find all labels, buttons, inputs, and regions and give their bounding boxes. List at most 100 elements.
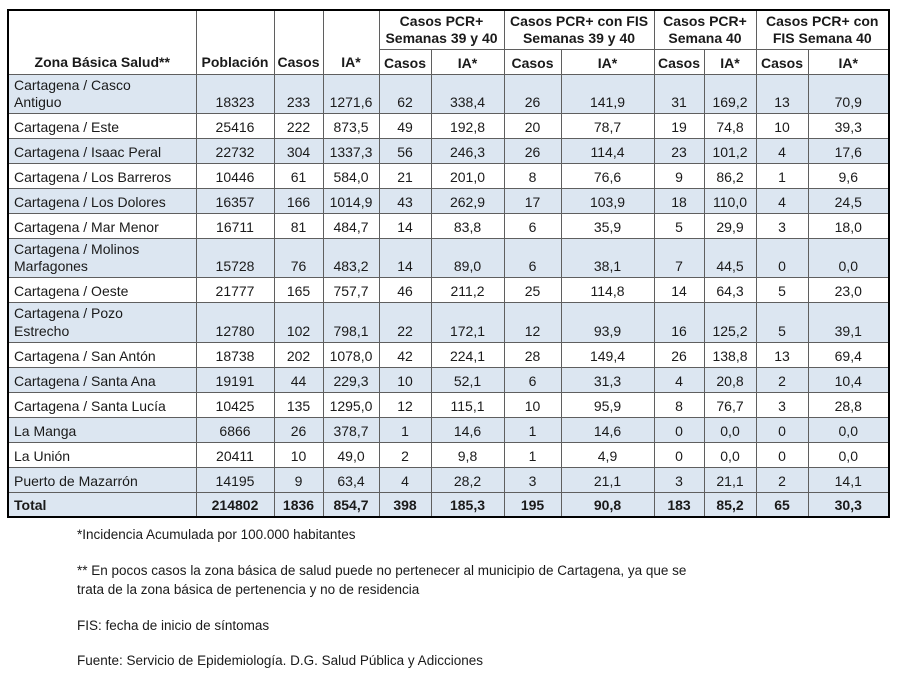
value-cell: 149,4 [560,341,655,368]
value-cell: 125,2 [703,302,757,343]
value-cell: 95,9 [560,391,655,418]
value-cell: 1 [755,163,809,190]
value-cell: 6 [503,213,562,240]
value-cell: 49 [378,113,432,140]
value-cell: 85,2 [703,491,757,518]
value-cell: 26 [273,416,324,443]
zone-name-cell: Puerto de Mazarrón [7,466,197,493]
value-cell: 18738 [195,341,275,368]
value-cell: 21777 [195,277,275,304]
value-cell: 195 [503,491,562,518]
value-cell: 22 [378,302,432,343]
value-cell: 398 [378,491,432,518]
value-cell: 65 [755,491,809,518]
value-cell: 20 [503,113,562,140]
subcolumn-header-ia: IA* [807,49,890,76]
value-cell: 25 [503,277,562,304]
table-row: Cartagena / Los Dolores 16357 166 1014,9 43 2… [7,188,890,215]
value-cell: 14,6 [560,416,655,443]
value-cell: 10 [755,113,809,140]
value-cell: 2 [755,466,809,493]
column-header-poblacion: Población [195,9,275,76]
table-row: Cartagena / Mar Menor 16711 81 484,7 14 83,8 6… [7,213,890,240]
value-cell: 9 [273,466,324,493]
value-cell: 26 [653,341,705,368]
value-cell: 0,0 [703,416,757,443]
value-cell: 38,1 [560,238,655,279]
subcolumn-header-ia: IA* [430,49,505,76]
value-cell: 229,3 [322,366,380,393]
value-cell: 6866 [195,416,275,443]
value-cell: 138,8 [703,341,757,368]
value-cell: 211,2 [430,277,505,304]
value-cell: 17,6 [807,138,890,165]
value-cell: 110,0 [703,188,757,215]
table-row: Cartagena / Molinos Marfagones 15728 76 483… [7,238,890,279]
value-cell: 9 [653,163,705,190]
footnote-zone-caveat: ** En pocos casos la zona básica de salu… [77,562,687,598]
value-cell: 4,9 [560,441,655,468]
value-cell: 14,1 [807,466,890,493]
value-cell: 22732 [195,138,275,165]
value-cell: 6 [503,238,562,279]
value-cell: 483,2 [322,238,380,279]
value-cell: 19191 [195,366,275,393]
value-cell: 1014,9 [322,188,380,215]
value-cell: 1337,3 [322,138,380,165]
value-cell: 0 [653,416,705,443]
value-cell: 798,1 [322,302,380,343]
value-cell: 141,9 [560,74,655,115]
table-row: Cartagena / Casco Antiguo 18323 233 1271,6 6… [7,74,890,115]
zone-name-cell: Cartagena / San Antón [7,341,197,368]
value-cell: 35,9 [560,213,655,240]
value-cell: 0 [653,441,705,468]
value-cell: 21 [378,163,432,190]
value-cell: 20,8 [703,366,757,393]
table-row: Cartagena / Isaac Peral 22732 304 1337,3 56 2… [7,138,890,165]
value-cell: 89,0 [430,238,505,279]
total-row: Total 214802 1836 854,7 398 185,3 195 90,8 183 85… [7,491,890,518]
value-cell: 0,0 [703,441,757,468]
value-cell: 185,3 [430,491,505,518]
value-cell: 0,0 [807,441,890,468]
table-row: Cartagena / Santa Ana 19191 44 229,3 10 52,1 6… [7,366,890,393]
value-cell: 62 [378,74,432,115]
value-cell: 3 [653,466,705,493]
value-cell: 76 [273,238,324,279]
value-cell: 78,7 [560,113,655,140]
zone-name-cell: La Manga [7,416,197,443]
value-cell: 114,8 [560,277,655,304]
value-cell: 19 [653,113,705,140]
value-cell: 15728 [195,238,275,279]
value-cell: 0 [755,441,809,468]
value-cell: 76,7 [703,391,757,418]
value-cell: 192,8 [430,113,505,140]
value-cell: 16357 [195,188,275,215]
value-cell: 214802 [195,491,275,518]
value-cell: 39,1 [807,302,890,343]
value-cell: 44 [273,366,324,393]
value-cell: 10 [503,391,562,418]
value-cell: 2 [755,366,809,393]
value-cell: 873,5 [322,113,380,140]
value-cell: 2 [378,441,432,468]
value-cell: 70,9 [807,74,890,115]
value-cell: 1 [503,441,562,468]
value-cell: 23,0 [807,277,890,304]
value-cell: 169,2 [703,74,757,115]
value-cell: 13 [755,74,809,115]
value-cell: 20411 [195,441,275,468]
value-cell: 31 [653,74,705,115]
value-cell: 5 [755,277,809,304]
column-header-ia: IA* [322,9,380,76]
value-cell: 1 [378,416,432,443]
value-cell: 165 [273,277,324,304]
value-cell: 29,9 [703,213,757,240]
zone-name-cell: Cartagena / Santa Ana [7,366,197,393]
header-sub-row: Casos IA* Casos IA* Casos IA* Casos IA* [8,49,890,76]
value-cell: 28,8 [807,391,890,418]
value-cell: 8 [503,163,562,190]
table-row: Puerto de Mazarrón 14195 9 63,4 4 28,2 3 21,1 3 2… [7,466,890,493]
value-cell: 61 [273,163,324,190]
table-row: Cartagena / Pozo Estrecho 12780 102 798,1 22… [7,302,890,343]
